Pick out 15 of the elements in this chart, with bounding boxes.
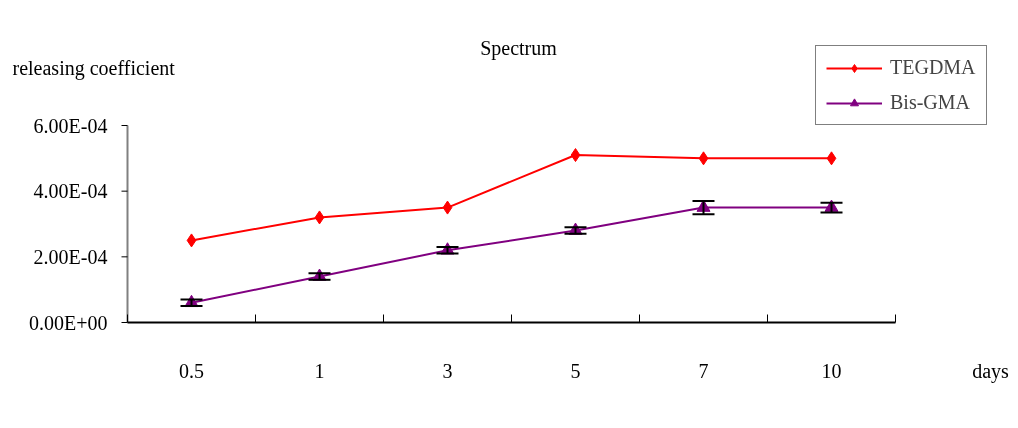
x-tick-label: 0.5 xyxy=(179,359,204,382)
legend-label: Bis-GMA xyxy=(890,91,971,114)
x-tick-label: 1 xyxy=(314,359,325,382)
chart-title: Spectrum xyxy=(480,36,558,60)
x-axis-title: days xyxy=(972,359,1010,383)
x-tick-label: 7 xyxy=(698,359,709,382)
x-tick-label: 3 xyxy=(442,359,453,382)
legend-label: TEGDMA xyxy=(890,56,976,79)
x-tick-label: 10 xyxy=(821,359,842,382)
y-axis-title: releasing coefficient xyxy=(12,56,176,80)
y-tick-label: 2.00E-04 xyxy=(33,245,108,268)
y-tick-label: 6.00E-04 xyxy=(33,114,108,137)
y-tick-label: 4.00E-04 xyxy=(33,180,108,203)
y-tick-label: 0.00E+00 xyxy=(29,311,108,334)
x-tick-label: 5 xyxy=(570,359,581,382)
